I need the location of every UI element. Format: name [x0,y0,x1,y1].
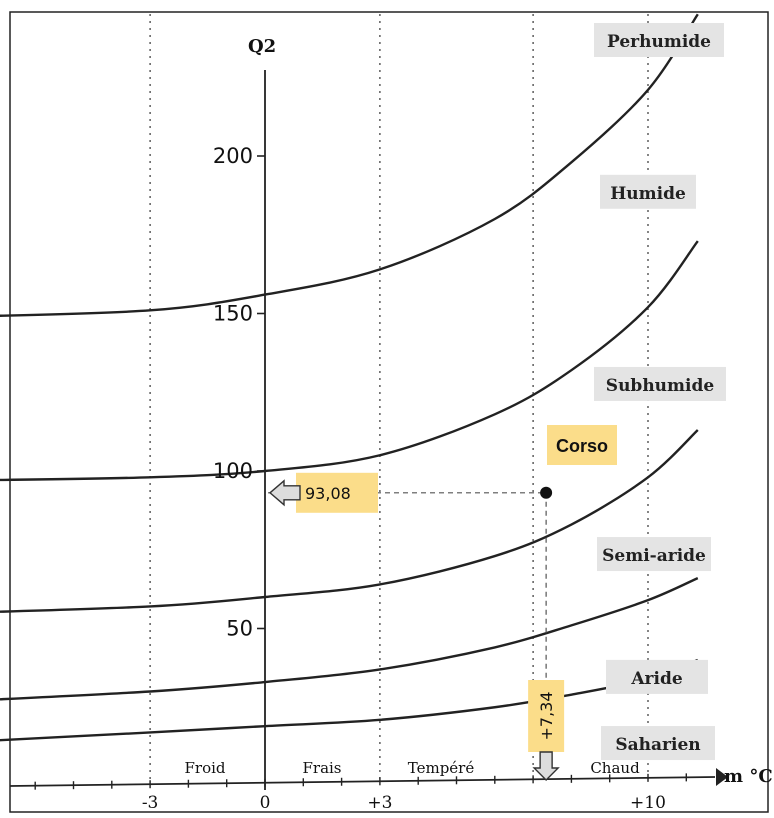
x-ticks: -3 0 +3 +10 [142,793,666,813]
q2-value-label: 93,08 [305,484,351,503]
m-value-bg [528,680,565,752]
bioclimate-label: Saharien [615,735,700,755]
y-tick-label: 150 [213,302,253,326]
y-tick-label: 200 [213,144,253,168]
bioclimate-labels: Perhumide Humide Subhumide Semi-aride Aride S… [594,23,726,761]
zone-label: Chaud [590,759,640,777]
bioclimate-label: Semi-aride [602,546,706,566]
x-axis-title: m °C [724,766,773,787]
y-tick-label: 100 [213,459,253,483]
zone-labels: Froid Frais Tempéré Chaud [184,759,640,777]
boundary-curve [0,13,699,317]
boundary-curve [0,577,699,701]
q2-value-bg [296,472,378,513]
boundary-curve [0,429,699,613]
x-tick-label: -3 [142,793,159,813]
station-marker: Corso 93,08 +7,34 [268,425,617,781]
bioclimate-label-bg [601,726,715,761]
station-point [540,486,553,499]
zone-label: Tempéré [408,759,475,777]
bioclimate-label-bg [600,174,696,209]
bioclimate-label-bg [594,366,726,401]
m-value-label: +7,34 [537,691,556,740]
station-label: Corso [556,436,608,456]
bioclimate-label: Aride [630,669,682,689]
station-label-bg [547,425,617,465]
x-tick-label: 0 [260,793,271,813]
y-ticks: 50 100 150 200 [213,144,265,641]
x-tick-label: +3 [367,793,392,813]
bioclimate-label: Humide [610,184,686,204]
bioclimate-label: Perhumide [607,32,711,52]
y-tick-label: 50 [226,617,253,641]
bioclimate-label-bg [606,659,708,694]
x-tick-label: +10 [630,793,666,813]
bioclimate-label-bg [594,23,724,57]
boundary-curve [0,240,699,482]
x-axis-line [9,776,716,787]
axes [9,70,728,790]
zone-label: Frais [302,759,341,777]
bioclimate-label-bg [597,537,711,572]
m-arrow [532,751,560,781]
x-axis-arrowhead [716,768,728,786]
y-axis-title: Q2 [248,36,276,57]
bioclimate-label: Subhumide [606,376,715,396]
q2-arrow [268,479,301,507]
zone-label: Froid [184,759,225,777]
